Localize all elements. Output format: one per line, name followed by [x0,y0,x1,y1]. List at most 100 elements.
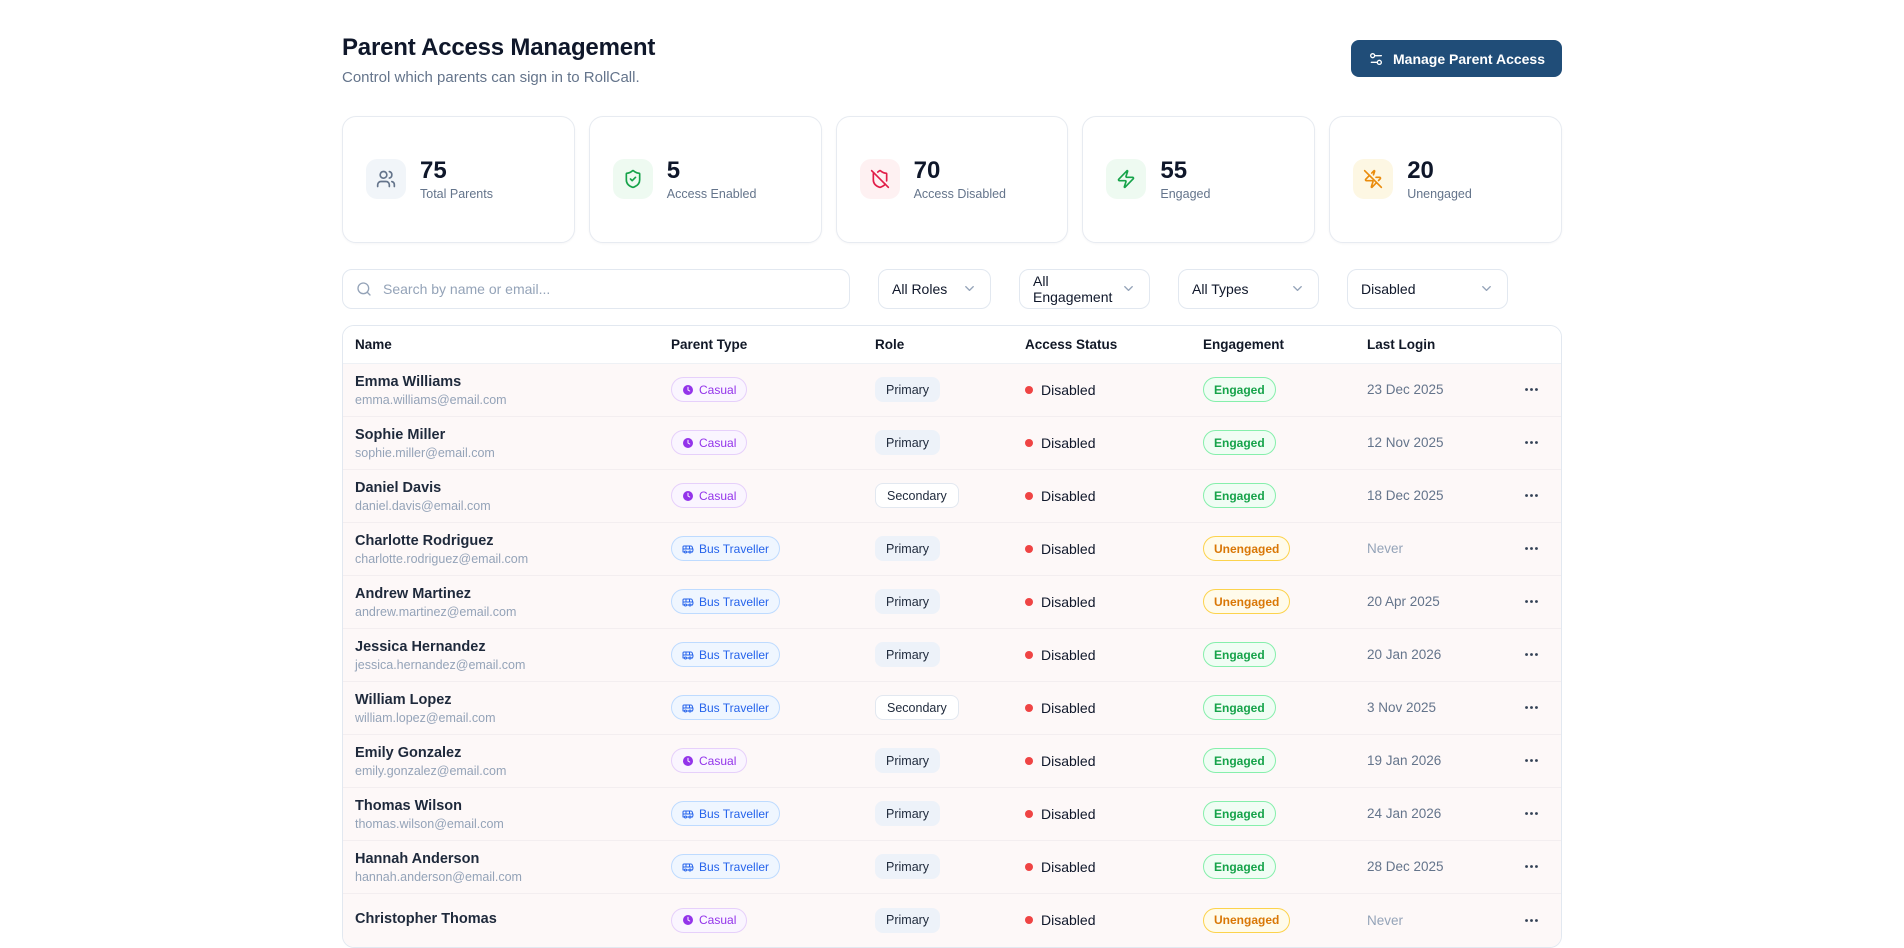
row-actions-button[interactable] [1516,375,1546,405]
search-icon [356,281,372,297]
row-actions-button[interactable] [1516,428,1546,458]
parent-name: Jessica Hernandez [355,638,486,655]
parent-type-label: Casual [699,913,737,928]
last-login: 12 Nov 2025 [1367,435,1444,451]
status-dot [1025,597,1033,606]
engagement-badge: Engaged [1203,748,1276,774]
engagement-badge: Unengaged [1203,907,1291,933]
ellipsis-icon [1523,381,1540,398]
parent-name: Christopher Thomas [355,911,497,928]
bus-icon [682,702,694,714]
row-actions-button[interactable] [1516,746,1546,776]
stat-card-engaged: 55 Engaged [1082,115,1316,243]
page-header-text: Parent Access Management Control which p… [342,34,655,86]
engagement-badge: Engaged [1203,801,1276,827]
ellipsis-icon [1523,699,1540,716]
manage-parent-access-button[interactable]: Manage Parent Access [1351,40,1562,77]
parent-type-label: Bus Traveller [699,541,770,556]
role-badge: Primary [875,536,941,562]
chevron-down-icon [1479,281,1494,296]
table-row: Christopher Thomas Casual Primary Disabl… [343,893,1561,947]
access-status-filter-value: Disabled [1361,280,1416,297]
stat-value: 70 [913,156,941,184]
zap-icon [1106,159,1147,200]
page-container: Parent Access Management Control which p… [342,0,1562,948]
stat-card-unengaged: 20 Unengaged [1329,115,1562,243]
clock-icon [682,437,694,449]
row-actions-button[interactable] [1516,799,1546,829]
clock-icon [682,755,694,767]
parent-name: Daniel Davis [355,479,442,496]
parent-email: daniel.davis@email.com [355,498,491,513]
access-status-label: Disabled [1041,540,1096,557]
table-body: Emma Williams emma.williams@email.com Ca… [343,363,1561,947]
engagement-badge: Engaged [1203,854,1276,880]
parent-name: Emily Gonzalez [355,744,462,761]
engagement-badge: Engaged [1203,695,1276,721]
roles-filter-dropdown[interactable]: All Roles [878,268,991,309]
parent-email: emma.williams@email.com [355,392,507,407]
parent-name: Sophie Miller [355,426,446,443]
stat-value: 20 [1407,156,1434,184]
row-actions-button[interactable] [1516,534,1546,564]
ellipsis-icon [1523,752,1540,769]
stat-label: Unengaged [1407,186,1472,201]
ellipsis-icon [1523,912,1540,929]
row-actions-button[interactable] [1516,852,1546,882]
stat-label: Access Enabled [666,186,757,201]
bus-icon [682,808,694,820]
stat-card-total-parents: 75 Total Parents [342,115,575,243]
table-row: Charlotte Rodriguez charlotte.rodriguez@… [343,522,1561,576]
last-login: 19 Jan 2026 [1367,753,1442,769]
access-status-label: Disabled [1041,805,1096,822]
access-status-label: Disabled [1041,593,1096,610]
ellipsis-icon [1523,540,1540,557]
parent-type-badge: Bus Traveller [671,536,781,562]
access-status-label: Disabled [1041,699,1096,716]
status-dot [1025,385,1033,394]
row-actions-button[interactable] [1516,693,1546,723]
page-title: Parent Access Management [342,34,656,61]
engagement-badge: Engaged [1203,483,1276,509]
role-badge: Secondary [875,483,959,509]
types-filter-dropdown[interactable]: All Types [1178,268,1319,309]
row-actions-button[interactable] [1516,905,1546,935]
stat-card-access-disabled: 70 Access Disabled [835,115,1069,243]
types-filter-value: All Types [1192,280,1249,297]
parent-type-label: Casual [699,488,737,503]
parent-type-badge: Casual [671,748,748,774]
chevron-down-icon [1121,281,1136,296]
row-actions-button[interactable] [1516,481,1546,511]
parent-name: Emma Williams [355,373,462,390]
parent-email: hannah.anderson@email.com [355,869,522,884]
last-login: 20 Jan 2026 [1367,647,1442,663]
parent-type-badge: Bus Traveller [671,854,781,880]
role-badge: Primary [875,377,941,403]
stat-value: 75 [420,156,447,184]
parents-table: Name Parent Type Role Access Status Enga… [342,324,1562,948]
parent-type-badge: Bus Traveller [671,589,781,615]
stat-label: Access Disabled [913,186,1006,201]
table-row: Jessica Hernandez jessica.hernandez@emai… [343,628,1561,682]
parent-type-label: Bus Traveller [699,594,770,609]
page-subtitle: Control which parents can sign in to Rol… [342,68,640,86]
last-login: Never [1367,541,1404,557]
column-header-parent-type: Parent Type [671,336,748,352]
status-dot [1025,916,1033,925]
clock-icon [682,914,694,926]
parent-email: charlotte.rodriguez@email.com [355,551,529,566]
table-row: William Lopez william.lopez@email.com Bu… [343,681,1561,735]
row-actions-button[interactable] [1516,587,1546,617]
row-actions-button[interactable] [1516,640,1546,670]
parent-type-badge: Casual [671,907,748,933]
search-input[interactable] [381,279,836,298]
status-dot [1025,438,1033,447]
role-badge: Primary [875,748,941,774]
parent-type-badge: Casual [671,377,748,403]
shield-check-icon [612,159,653,200]
engagement-filter-dropdown[interactable]: All Engagement [1019,268,1150,309]
parent-type-label: Casual [699,382,737,397]
engagement-badge: Engaged [1203,430,1276,456]
table-row: Emma Williams emma.williams@email.com Ca… [343,363,1561,417]
access-status-filter-dropdown[interactable]: Disabled [1347,268,1508,309]
